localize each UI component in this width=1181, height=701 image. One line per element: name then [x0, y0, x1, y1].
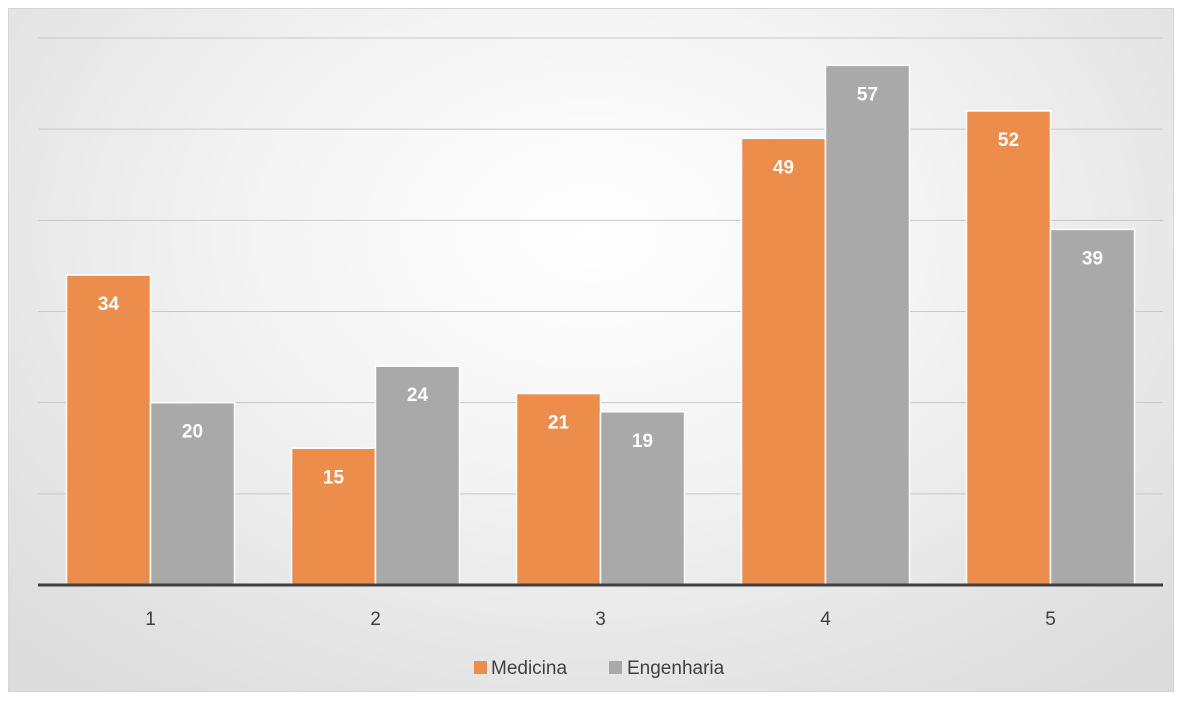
legend-label-engenharia: Engenharia — [627, 658, 725, 679]
data-label: 34 — [98, 294, 120, 315]
legend-swatch-medicina — [474, 661, 487, 674]
bar-engenharia-2 — [374, 365, 461, 586]
data-label: 49 — [773, 157, 794, 178]
legend-swatch-engenharia — [609, 661, 622, 674]
bar-engenharia-1 — [149, 401, 236, 586]
data-label: 57 — [857, 84, 878, 105]
bar-engenharia-4 — [824, 64, 911, 586]
bar-medicina-5 — [965, 110, 1052, 586]
x-tick-label: 1 — [145, 609, 156, 630]
bar-engenharia-5 — [1049, 228, 1136, 586]
data-label: 52 — [998, 130, 1019, 151]
data-label: 19 — [632, 431, 653, 452]
data-label: 20 — [182, 422, 203, 443]
data-label: 21 — [548, 413, 570, 434]
data-label: 24 — [407, 385, 429, 406]
x-tick-label: 5 — [1045, 609, 1056, 630]
data-label: 39 — [1082, 248, 1103, 269]
bar-engenharia-3 — [599, 411, 686, 586]
x-tick-label: 3 — [595, 609, 606, 630]
x-tick-label: 4 — [820, 609, 831, 630]
bar-medicina-3 — [515, 392, 602, 586]
bar-medicina-1 — [65, 274, 152, 586]
legend-label-medicina: Medicina — [491, 658, 567, 679]
data-label: 15 — [323, 467, 345, 488]
x-tick-label: 2 — [370, 609, 381, 630]
bar-medicina-4 — [740, 137, 827, 586]
